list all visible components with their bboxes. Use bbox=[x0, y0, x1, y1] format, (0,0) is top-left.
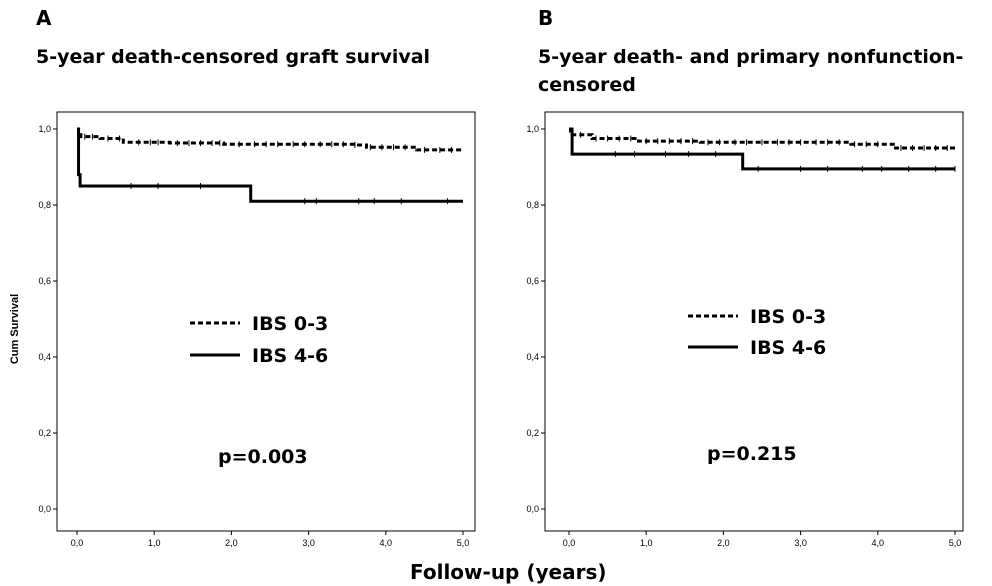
panel-a-letter: A bbox=[36, 6, 52, 30]
panel-a-xtick-label: 5,0 bbox=[457, 538, 470, 548]
panel-b-xtick-label: 5,0 bbox=[949, 538, 962, 548]
panel-b-xtick-label: 0,0 bbox=[563, 538, 576, 548]
panel-a-ytick-label: 0,8 bbox=[38, 200, 51, 210]
panel-b-ytick-label: 1,0 bbox=[526, 124, 539, 134]
panel-a-xtick-label: 2,0 bbox=[225, 538, 238, 548]
panel-b-ytick-label: 0,6 bbox=[526, 276, 539, 286]
panel-a-series-ibs-0-3-line bbox=[77, 127, 463, 152]
panel-a-xtick-label: 1,0 bbox=[148, 538, 161, 548]
panel-b-letter: B bbox=[538, 6, 554, 30]
panel-b-legend-ibs-4-6-label: IBS 4-6 bbox=[750, 337, 826, 359]
panel-a-legend-ibs-4-6-label: IBS 4-6 bbox=[252, 345, 328, 367]
panel-b-xtick-label: 4,0 bbox=[872, 538, 885, 548]
panel-a-ytick-label: 0,6 bbox=[38, 276, 51, 286]
panel-a-legend-ibs-0-3-label: IBS 0-3 bbox=[252, 313, 328, 335]
panel-b-ytick-label: 0,0 bbox=[526, 504, 539, 514]
x-axis-label: Follow-up (years) bbox=[410, 560, 607, 584]
panel-a-ytick-label: 1,0 bbox=[38, 124, 51, 134]
panel-b-xtick-label: 1,0 bbox=[640, 538, 653, 548]
panel-b-xtick-label: 2,0 bbox=[717, 538, 730, 548]
panel-a-ytick-label: 0,4 bbox=[38, 352, 51, 362]
panel-b-frame bbox=[544, 111, 964, 532]
panel-a-title: 5-year death-censored graft survival bbox=[36, 46, 431, 68]
panel-b-ytick-label: 0,8 bbox=[526, 200, 539, 210]
panel-b-ytick-label: 0,2 bbox=[526, 428, 539, 438]
panel-b-ytick-label: 0,4 bbox=[526, 352, 539, 362]
panel-b-title-line2: censored bbox=[538, 74, 636, 96]
panel-a-plot: 0,0 0,2 0,4 0,6 0,8 1,0 0,0 1,0 2,0 3,0 4,0 5,0 Cum … bbox=[9, 111, 476, 548]
panel-b-legend-ibs-0-3-label: IBS 0-3 bbox=[750, 306, 826, 328]
panel-a-y-axis-label: Cum Survival bbox=[9, 294, 21, 364]
panel-b-title-line1: 5-year death- and primary nonfunction- bbox=[538, 46, 964, 68]
panel-a-xtick-label: 4,0 bbox=[380, 538, 393, 548]
panel-b-series-ibs-4-6-line bbox=[569, 127, 955, 171]
panel-b-p-value: p=0.215 bbox=[707, 443, 797, 465]
panel-a-xtick-label: 0,0 bbox=[71, 538, 84, 548]
panel-a-xtick-label: 3,0 bbox=[302, 538, 315, 548]
panel-b-plot: 0,0 0,2 0,4 0,6 0,8 1,0 0,0 1,0 2,0 3,0 4,0 5,0 IBS … bbox=[526, 111, 964, 548]
panel-a-p-value: p=0.003 bbox=[218, 446, 308, 468]
panel-a-series-ibs-4-6-line bbox=[77, 127, 463, 203]
panel-a-ytick-label: 0,2 bbox=[38, 428, 51, 438]
panel-a-frame bbox=[56, 111, 476, 532]
panel-a-ytick-label: 0,0 bbox=[38, 504, 51, 514]
panel-b-xtick-label: 3,0 bbox=[794, 538, 807, 548]
